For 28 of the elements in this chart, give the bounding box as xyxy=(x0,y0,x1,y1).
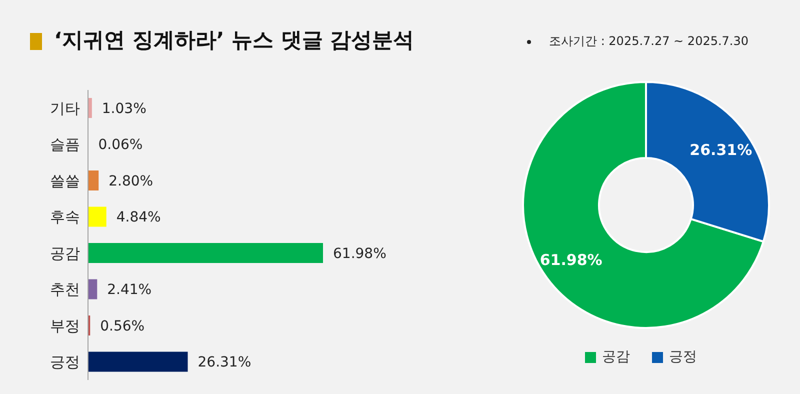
bar xyxy=(88,98,92,118)
data-label: 0.06% xyxy=(98,137,143,154)
y-tick-label: 공감 xyxy=(50,244,80,262)
data-label: 4.84% xyxy=(116,210,161,226)
data-label: 26.31% xyxy=(198,354,252,371)
bar xyxy=(88,206,106,227)
bar xyxy=(88,170,99,190)
data-label: 61.98% xyxy=(333,246,386,262)
legend-label: 공감 xyxy=(601,348,630,366)
bar xyxy=(88,242,323,263)
legend-label: 긍정 xyxy=(668,348,697,366)
y-tick-label: 쓸쓸 xyxy=(50,172,80,190)
bar xyxy=(88,279,98,300)
data-label: 26.31% xyxy=(690,140,752,159)
data-label: 61.98% xyxy=(540,251,602,270)
data-label: 0.56% xyxy=(100,318,145,334)
y-tick-label: 부정 xyxy=(50,316,80,335)
chart-title: ‘지귀연 징계하라’ 뉴스 댓글 감성분석 xyxy=(54,27,414,54)
data-label: 1.03% xyxy=(102,100,146,117)
data-label: 2.80% xyxy=(108,173,154,190)
bar xyxy=(88,352,188,372)
text: 조사기간 : 2025.7.27 ~ 2025.7.30 xyxy=(548,33,748,50)
data-label: 2.41% xyxy=(107,282,152,298)
y-tick-label: 슬픔 xyxy=(50,136,80,154)
y-tick-label: 추천 xyxy=(50,280,80,299)
y-tick-label: 긍정 xyxy=(50,353,80,372)
y-tick-label: 후속 xyxy=(50,208,80,226)
y-tick-label: 기타 xyxy=(50,99,80,118)
